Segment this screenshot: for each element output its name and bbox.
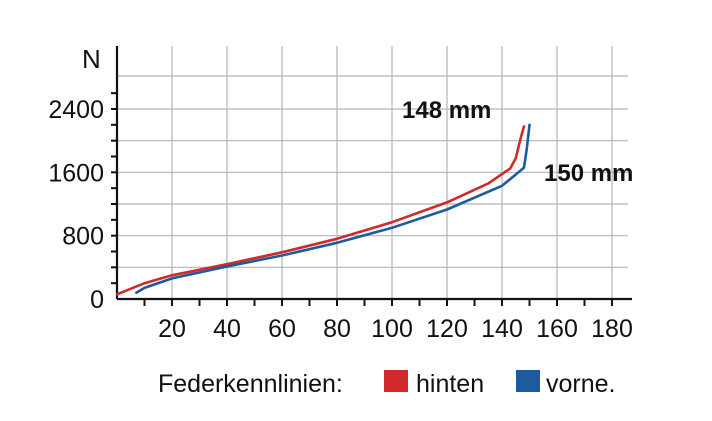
legend-swatch-hinten <box>384 370 408 392</box>
x-tick-label-80: 80 <box>323 315 351 343</box>
x-tick-label-100: 100 <box>371 315 413 343</box>
legend-label-vorne: vorne. <box>546 370 615 398</box>
legend-swatch-vorne <box>516 370 540 392</box>
y-tick-label-800: 800 <box>62 223 104 251</box>
x-tick-label-120: 120 <box>426 315 468 343</box>
legend-prefix: Federkennlinien: <box>158 370 343 398</box>
x-tick-label-40: 40 <box>213 315 241 343</box>
series-layer <box>115 123 531 296</box>
legend: Federkennlinien: hinten vorne. <box>158 370 615 398</box>
legend-label-hinten: hinten <box>416 370 484 398</box>
x-tick-label-180: 180 <box>591 315 633 343</box>
x-tick-label-160: 160 <box>536 315 578 343</box>
x-tick-label-20: 20 <box>158 315 186 343</box>
axis-layer: 20 40 60 80 100 120 140 160 180 0 800 1600 2400 <box>48 46 633 343</box>
y-tick-label-0: 0 <box>90 286 104 314</box>
y-axis-unit-label: N <box>82 44 101 74</box>
grid-layer <box>117 46 628 299</box>
series-line-hinten <box>115 125 526 296</box>
x-tick-label-140: 140 <box>481 315 523 343</box>
y-tick-label-1600: 1600 <box>48 159 104 187</box>
y-tick-label-2400: 2400 <box>48 96 104 124</box>
annotation-vorne-length: 150 mm <box>544 160 633 187</box>
series-line-vorne <box>135 123 531 294</box>
annotation-hinten-length: 148 mm <box>402 97 491 124</box>
x-tick-label-60: 60 <box>268 315 296 343</box>
